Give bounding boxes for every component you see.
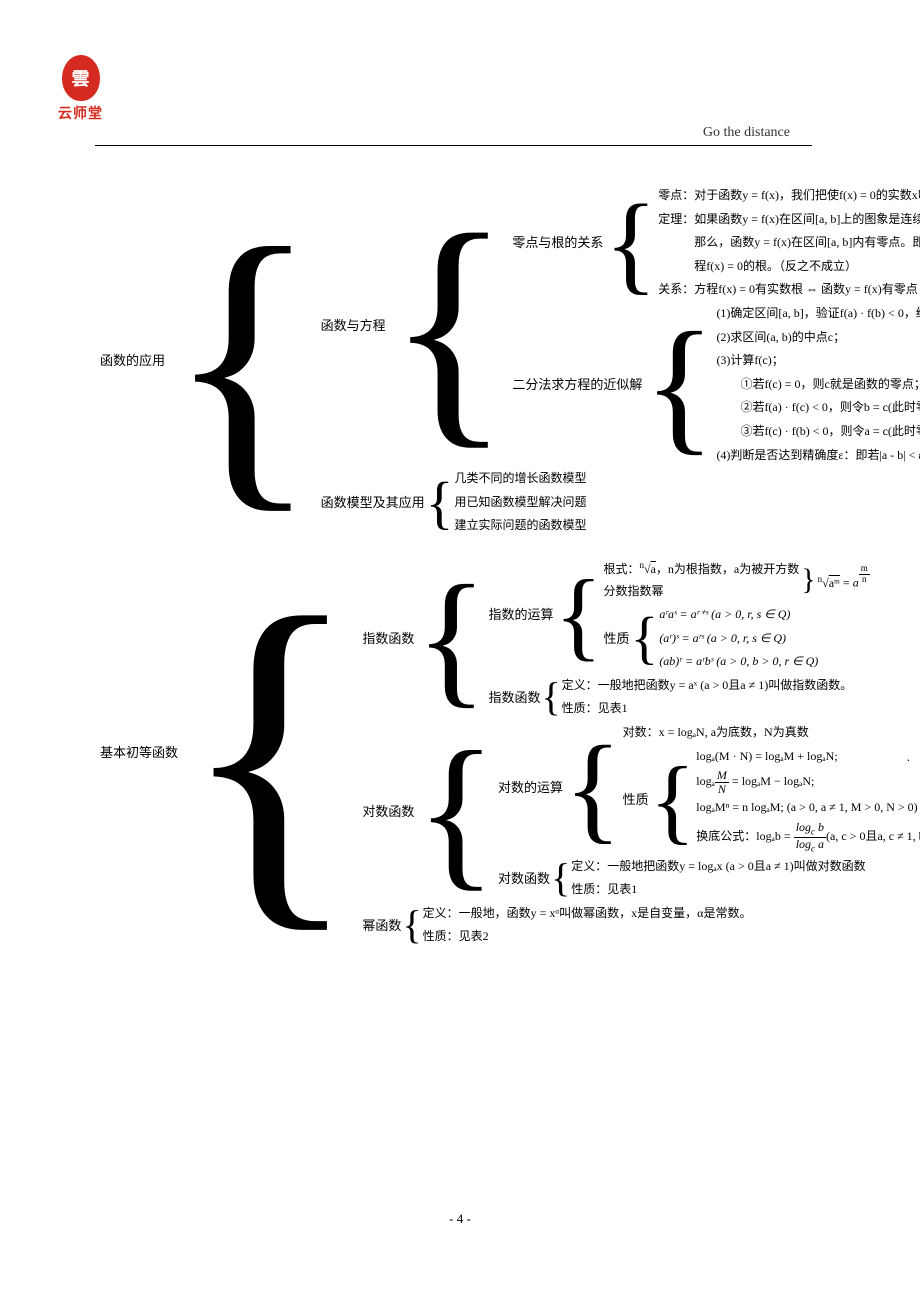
leaf-line: 对数：x = logₐN, a为底数，N为真数 — [623, 722, 920, 744]
exp-props-lines: aʳaˢ = aʳ⁺ˢ (a > 0, r, s ∈ Q) (aʳ)ˢ = aʳ… — [659, 604, 818, 673]
leaf-line: 零点：对于函数y = f(x)，我们把使f(x) = 0的实数x叫做函数y = … — [658, 185, 920, 207]
label-models: 函数模型及其应用 — [321, 491, 425, 514]
branch-exp-props: 性质 { aʳaˢ = aʳ⁺ˢ (a > 0, r, s ∈ Q) (aʳ)ˢ… — [603, 604, 869, 673]
root-label-2: 基本初等函数 — [100, 741, 178, 764]
branch-log-fn: 对数函数 { 定义：一般地把函数y = logₐx (a > 0且a ≠ 1)叫… — [498, 856, 920, 901]
exp-op-lines: 根式：n√a，n为根指数，a为被开方数 分数指数幂 } n√aᵐ = amn 性… — [603, 557, 869, 673]
branch-log-props: 性质 { logₐ(M · N) = logₐM + logₐN; logₐMN… — [623, 746, 920, 854]
leaf-line: logₐ(M · N) = logₐM + logₐN; — [696, 746, 920, 768]
text-fragment: logₐ — [696, 774, 715, 788]
branch-exp-fn: 指数函数 { 定义：一般地把函数y = aˣ (a > 0且a ≠ 1)叫做指数… — [488, 675, 869, 720]
branch-func-eq: 函数与方程 { 零点与根的关系 { 零点：对于函数y = f(x)，我们把使f(… — [321, 185, 920, 466]
exp-children: 指数的运算 { 根式：n√a，n为根指数，a为被开方数 分数指数幂 — [488, 557, 869, 720]
leaf-root-def: 根式：n√a，n为根指数，a为被开方数 — [603, 557, 799, 581]
leaf-line: (2)求区间(a, b)的中点c； — [716, 327, 920, 349]
leaf-line: 建立实际问题的函数模型 — [454, 515, 586, 537]
outline-section-2: 基本初等函数 { 指数函数 { 指数的运算 { — [100, 557, 890, 948]
func-eq-children: 零点与根的关系 { 零点：对于函数y = f(x)，我们把使f(x) = 0的实… — [512, 185, 920, 466]
bisection-lines: (1)确定区间[a, b]，验证f(a) · f(b) < 0，给定精确度ε； … — [716, 303, 920, 466]
leaf-line: logₐMⁿ = n logₐM; (a > 0, a ≠ 1, M > 0, … — [696, 797, 920, 819]
leaf-line: 性质：见表1 — [562, 698, 853, 720]
leaf-line: 用已知函数模型解决问题 — [454, 492, 586, 514]
leaf-line: ②若f(a) · f(c) < 0，则令b = c(此时零点x₀ ∈ (a, b… — [716, 397, 920, 419]
text-fragment: 根式： — [603, 562, 639, 576]
log-children: 对数的运算 { 对数：x = logₐN, a为底数，N为真数 性质 { log… — [498, 722, 920, 901]
pow-lines: 定义：一般地，函数y = xᵅ叫做幂函数，x是自变量，α是常数。 性质：见表2 — [423, 903, 752, 948]
root-identity: n√aᵐ = amn — [818, 564, 870, 594]
leaf-line: 程f(x) = 0的根。（反之不成立） — [658, 256, 920, 278]
leaf-line: 几类不同的增长函数模型 — [454, 468, 586, 490]
header-tagline: Go the distance — [703, 125, 790, 141]
label-pow: 幂函数 — [362, 914, 401, 937]
branch-list-2: 指数函数 { 指数的运算 { 根式：n√a，n为根指数，a为被开方数 — [362, 557, 920, 948]
text-fragment: ，n为根指数，a为被开方数 — [656, 562, 799, 576]
leaf-line: aʳaˢ = aʳ⁺ˢ (a > 0, r, s ∈ Q) — [659, 604, 818, 626]
logo-mark: 雲 — [62, 55, 100, 101]
trailing-period: . — [907, 745, 910, 768]
branch-models: 函数模型及其应用 { 几类不同的增长函数模型 用已知函数模型解决问题 建立实际问… — [321, 468, 920, 537]
page-number: - 4 - — [0, 1211, 920, 1227]
text-fragment: (a, c > 0且a, c ≠ 1, b > 0) — [826, 829, 920, 843]
content-area: 函数的应用 { 函数与方程 { 零点与根的关系 { 零点：对于函数y = f(x… — [100, 185, 890, 948]
exp-fn-lines: 定义：一般地把函数y = aˣ (a > 0且a ≠ 1)叫做指数函数。 性质：… — [562, 675, 853, 720]
models-lines: 几类不同的增长函数模型 用已知函数模型解决问题 建立实际问题的函数模型 — [454, 468, 586, 537]
leaf-line: ①若f(c) = 0，则c就是函数的零点； — [716, 374, 920, 396]
label-zero-root: 零点与根的关系 — [512, 231, 603, 254]
logo-text: 云师堂 — [58, 103, 103, 123]
leaf-line: 那么，函数y = f(x)在区间[a, b]内有零点。即存在c ∈ (a, b)… — [658, 232, 920, 254]
logo-glyph: 雲 — [72, 65, 90, 91]
leaf-line: ③若f(c) · f(b) < 0，则令a = c(此时零点x₀ ∈ (c, b… — [716, 421, 920, 443]
outline-section-1: 函数的应用 { 函数与方程 { 零点与根的关系 { 零点：对于函数y = f(x… — [100, 185, 890, 537]
leaf-line: 关系：方程f(x) = 0有实数根 ⇔ 函数y = f(x)有零点 ⇔ 函数y … — [658, 279, 920, 301]
leaf-line: (3)计算f(c)； — [716, 350, 920, 372]
branch-zero-root: 零点与根的关系 { 零点：对于函数y = f(x)，我们把使f(x) = 0的实… — [512, 185, 920, 301]
branch-exp-op: 指数的运算 { 根式：n√a，n为根指数，a为被开方数 分数指数幂 — [488, 557, 869, 673]
label-func-eq: 函数与方程 — [321, 314, 386, 337]
label-log-fn: 对数函数 — [498, 867, 550, 890]
log-op-lines: 对数：x = logₐN, a为底数，N为真数 性质 { logₐ(M · N)… — [623, 722, 920, 854]
branch-log-op: 对数的运算 { 对数：x = logₐN, a为底数，N为真数 性质 { log… — [498, 722, 920, 854]
leaf-line: 定义：一般地把函数y = aˣ (a > 0且a ≠ 1)叫做指数函数。 — [562, 675, 853, 697]
label-exp-op: 指数的运算 — [488, 603, 553, 626]
label-bisection: 二分法求方程的近似解 — [512, 373, 642, 396]
branch-exp: 指数函数 { 指数的运算 { 根式：n√a，n为根指数，a为被开方数 — [362, 557, 920, 720]
leaf-change-base: 换底公式：logₐb = logc blogc a(a, c > 0且a, c … — [696, 821, 920, 854]
log-props-lines: logₐ(M · N) = logₐM + logₐN; logₐMN = lo… — [696, 746, 920, 854]
label-log: 对数函数 — [362, 800, 414, 823]
label-log-op: 对数的运算 — [498, 776, 563, 799]
branch-log: 对数函数 { 对数的运算 { 对数：x = logₐN, a为底数，N为真数 性… — [362, 722, 920, 901]
text-fragment: 换底公式：logₐb = — [696, 829, 793, 843]
label-exp: 指数函数 — [362, 627, 414, 650]
leaf-line: (1)确定区间[a, b]，验证f(a) · f(b) < 0，给定精确度ε； — [716, 303, 920, 325]
leaf-line: 性质：见表1 — [571, 879, 865, 901]
leaf-line: 性质：见表2 — [423, 926, 752, 948]
root-label-1: 函数的应用 — [100, 349, 165, 372]
text-fragment: = logₐM − logₐN; — [729, 774, 814, 788]
brand-logo: 雲 云师堂 — [58, 55, 103, 123]
branch-pow: 幂函数 { 定义：一般地，函数y = xᵅ叫做幂函数，x是自变量，α是常数。 性… — [362, 903, 920, 948]
leaf-line: 定义：一般地把函数y = logₐx (a > 0且a ≠ 1)叫做对数函数 — [571, 856, 865, 878]
leaf-frac-exp: 分数指数幂 — [603, 581, 799, 603]
zero-root-lines: 零点：对于函数y = f(x)，我们把使f(x) = 0的实数x叫做函数y = … — [658, 185, 920, 301]
leaf-line: (aʳ)ˢ = aʳˢ (a > 0, r, s ∈ Q) — [659, 628, 818, 650]
leaf-line: (ab)ʳ = aʳbˢ (a > 0, b > 0, r ∈ Q) — [659, 651, 818, 673]
log-fn-lines: 定义：一般地把函数y = logₐx (a > 0且a ≠ 1)叫做对数函数 性… — [571, 856, 865, 901]
header-rule — [95, 145, 812, 146]
leaf-line: 定义：一般地，函数y = xᵅ叫做幂函数，x是自变量，α是常数。 — [423, 903, 752, 925]
label-exp-props: 性质 — [603, 627, 629, 650]
nth-root-icon: n√a — [639, 562, 655, 576]
root-frac-pair: 根式：n√a，n为根指数，a为被开方数 分数指数幂 — [603, 557, 799, 602]
leaf-line: (4)判断是否达到精确度ε：即若|a - b| < ε，则得到零点的近似值a(或… — [716, 445, 920, 467]
branch-bisection: 二分法求方程的近似解 { (1)确定区间[a, b]，验证f(a) · f(b)… — [512, 303, 920, 466]
leaf-line: 定理：如果函数y = f(x)在区间[a, b]上的图象是连续不断的一条曲线，并… — [658, 209, 920, 231]
exp-root-line: 根式：n√a，n为根指数，a为被开方数 分数指数幂 } n√aᵐ = amn — [603, 557, 869, 602]
label-exp-fn: 指数函数 — [488, 686, 540, 709]
leaf-log-frac: logₐMN = logₐM − logₐN; — [696, 769, 920, 795]
label-log-props: 性质 — [623, 788, 649, 811]
page: 雲 云师堂 Go the distance 函数的应用 { 函数与方程 { 零点… — [0, 0, 920, 1302]
branch-list-1: 函数与方程 { 零点与根的关系 { 零点：对于函数y = f(x)，我们把使f(… — [321, 185, 920, 537]
